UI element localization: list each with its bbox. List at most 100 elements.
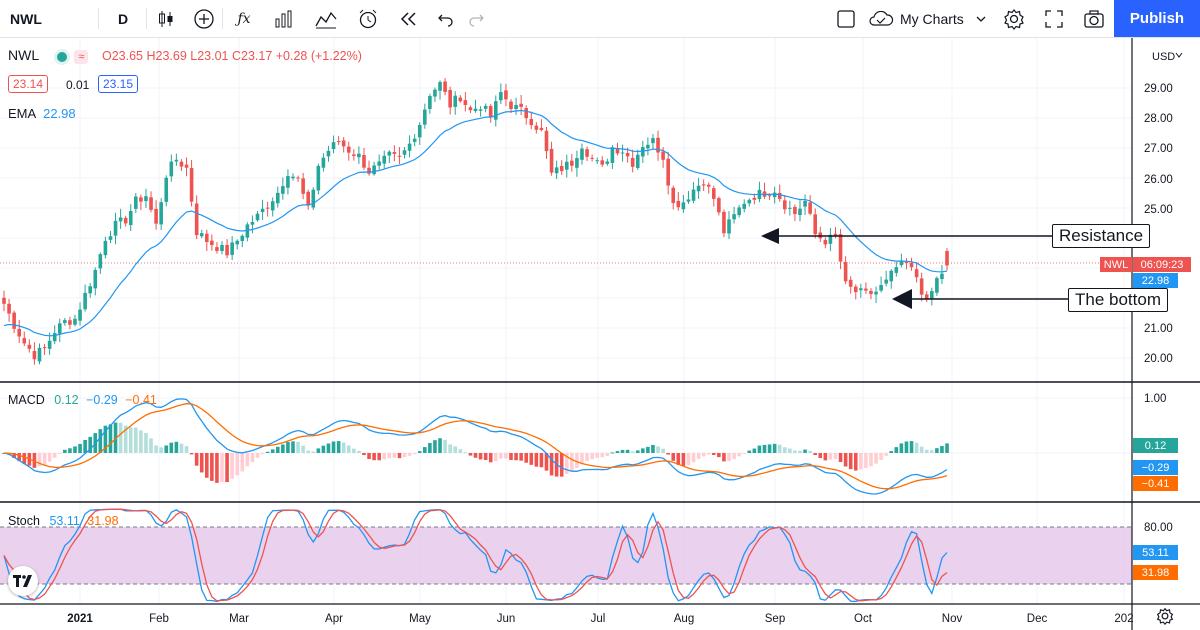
macd-hist-bar xyxy=(215,453,219,483)
macd-hist-bar xyxy=(666,453,670,455)
symbol-search-button[interactable]: NWL xyxy=(10,10,42,27)
macd-hist-bar xyxy=(235,453,240,476)
toolbar-divider xyxy=(222,8,223,29)
toolbar-divider xyxy=(98,8,99,29)
macd-hist-bar xyxy=(615,451,620,453)
candle-body xyxy=(712,188,716,199)
bid-price[interactable]: 23.14 xyxy=(8,75,49,93)
candle-body xyxy=(919,278,924,295)
candle-body xyxy=(767,195,772,197)
templates-icon[interactable] xyxy=(270,0,298,37)
candle-body xyxy=(194,203,199,236)
publish-button[interactable]: Publish xyxy=(1114,0,1200,37)
macd-hist-bar xyxy=(712,453,716,455)
chart-area[interactable]: USD 29.00 28.00 27.00 26.00 25.00 21.00 … xyxy=(0,38,1200,630)
candle-body xyxy=(504,90,508,100)
camera-icon[interactable] xyxy=(1080,0,1108,37)
macd-hist-bar xyxy=(762,444,767,453)
macd-hist-bar xyxy=(625,449,630,453)
bottom-label[interactable]: The bottom xyxy=(1068,288,1168,312)
compare-icon[interactable] xyxy=(312,0,340,37)
macd-hist-bar xyxy=(641,448,645,453)
candle-body xyxy=(123,217,128,224)
macd-legend[interactable]: MACD 0.12 −0.29 −0.41 xyxy=(8,393,157,407)
candle-body xyxy=(42,347,47,349)
candles-icon[interactable] xyxy=(152,0,180,37)
macd-hist-bar xyxy=(696,453,701,460)
stoch-legend[interactable]: Stoch 53.11 31.98 xyxy=(8,514,119,528)
macd-hist-bar xyxy=(230,453,234,479)
macd-hist-bar xyxy=(63,449,67,453)
candle-body xyxy=(367,167,371,174)
candle-body xyxy=(108,236,113,240)
candle-body xyxy=(326,150,331,157)
candle-body xyxy=(240,235,245,241)
candle-body xyxy=(930,291,934,300)
candle-body xyxy=(149,197,153,210)
ema-legend[interactable]: EMA 22.98 xyxy=(8,106,76,121)
candle-body xyxy=(904,261,909,264)
macd-hist-bar xyxy=(382,453,387,460)
my-charts-label: My Charts xyxy=(900,10,964,27)
macd-hist-bar xyxy=(83,439,87,453)
gear-icon[interactable] xyxy=(1000,0,1028,37)
macd-hist-bar xyxy=(813,453,817,456)
time-axis: 2021 Feb Mar Apr May Jun Jul Aug Sep Oct Nov Dec 202 xyxy=(67,613,1133,625)
macd-hist-bar xyxy=(676,453,681,465)
candle-body xyxy=(838,234,843,262)
fullscreen-icon[interactable] xyxy=(1040,0,1068,37)
macd-hist-bar xyxy=(57,453,62,454)
candle-body xyxy=(362,155,366,168)
interval-button[interactable]: D xyxy=(117,10,129,27)
my-charts-button[interactable]: My Charts xyxy=(868,0,998,37)
x-tick: Mar xyxy=(229,613,249,625)
macd-hist-bar xyxy=(52,453,57,458)
candle-body xyxy=(265,207,270,209)
candle-body xyxy=(656,137,660,153)
macd-hist-bar xyxy=(275,446,280,453)
macd-hist-bar xyxy=(392,453,397,458)
macd-hist-bar xyxy=(899,443,904,453)
replay-icon[interactable] xyxy=(394,0,422,37)
macd-hist-bar xyxy=(691,453,696,463)
ohlc-values: O23.65 H23.69 L23.01 C23.17 +0.28 (+1.22… xyxy=(102,49,362,63)
candle-body xyxy=(590,157,594,159)
macd-hist-bar xyxy=(879,453,883,460)
add-indicator-icon[interactable] xyxy=(190,0,218,37)
candle-body xyxy=(813,214,817,235)
candle-body xyxy=(945,251,949,266)
redo-icon[interactable] xyxy=(462,0,490,37)
candle-body xyxy=(701,184,706,186)
layout-icon[interactable] xyxy=(832,0,860,37)
macd-line-value: −0.29 xyxy=(86,393,118,407)
macd-hist-bar xyxy=(346,445,351,453)
top-toolbar: NWL D ƒx My Charts Publish xyxy=(0,0,1200,38)
alert-icon[interactable] xyxy=(354,0,382,37)
macd-hist-bar xyxy=(686,453,691,466)
macd-hist-bar xyxy=(255,453,260,458)
candle-body xyxy=(909,262,914,268)
tradingview-logo[interactable] xyxy=(8,566,38,596)
ask-price[interactable]: 23.15 xyxy=(98,75,139,93)
candle-body xyxy=(610,147,615,163)
candle-body xyxy=(220,245,224,252)
symbol-legend[interactable]: NWL ≈ O23.65 H23.69 L23.01 C23.17 +0.28 … xyxy=(8,47,362,64)
resistance-label[interactable]: Resistance xyxy=(1052,224,1151,248)
macd-hist-bar xyxy=(752,448,757,453)
macd-hist-bar xyxy=(78,443,82,453)
chevron-down-icon xyxy=(976,15,986,23)
macd-hist-bar xyxy=(681,453,686,466)
candle-body xyxy=(458,97,463,102)
undo-icon[interactable] xyxy=(432,0,460,37)
candle-body xyxy=(377,161,381,166)
candle-body xyxy=(727,219,731,234)
fx-icon[interactable]: ƒx xyxy=(237,10,251,27)
stoch-title: Stoch xyxy=(8,514,40,528)
candle-body xyxy=(63,320,67,324)
chart-settings-gear-icon[interactable] xyxy=(1156,607,1174,630)
macd-hist-bar xyxy=(600,453,605,458)
macd-hist-bar xyxy=(316,448,321,453)
candle-body xyxy=(737,207,741,216)
macd-hist-bar xyxy=(767,444,772,453)
macd-hist-bar xyxy=(73,446,77,453)
